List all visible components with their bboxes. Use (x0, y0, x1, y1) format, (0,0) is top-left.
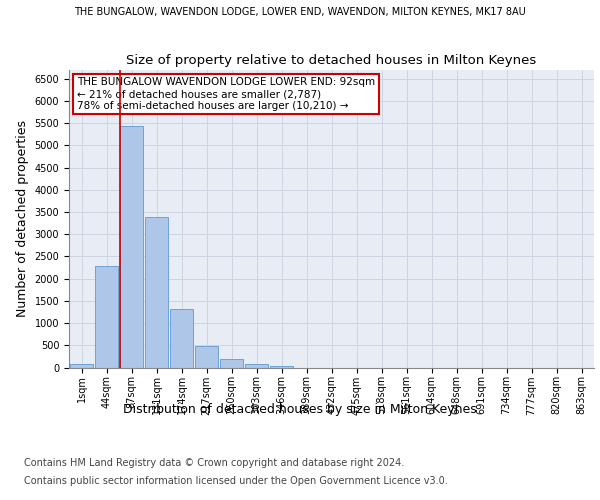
Text: Contains public sector information licensed under the Open Government Licence v3: Contains public sector information licen… (24, 476, 448, 486)
Title: Size of property relative to detached houses in Milton Keynes: Size of property relative to detached ho… (127, 54, 536, 68)
Y-axis label: Number of detached properties: Number of detached properties (16, 120, 29, 318)
Bar (195, 346, 218, 368)
Bar (220, 360, 243, 368)
Bar (95, 266, 118, 368)
Bar (70, 364, 93, 368)
Bar (145, 218, 168, 368)
Text: THE BUNGALOW WAVENDON LODGE LOWER END: 92sqm
← 21% of detached houses are smalle: THE BUNGALOW WAVENDON LODGE LOWER END: 9… (77, 78, 375, 110)
Bar (120, 126, 143, 368)
Bar (270, 366, 293, 368)
Text: THE BUNGALOW, WAVENDON LODGE, LOWER END, WAVENDON, MILTON KEYNES, MK17 8AU: THE BUNGALOW, WAVENDON LODGE, LOWER END,… (74, 8, 526, 18)
Bar (170, 310, 193, 368)
Bar (245, 364, 268, 368)
Text: Contains HM Land Registry data © Crown copyright and database right 2024.: Contains HM Land Registry data © Crown c… (24, 458, 404, 468)
Text: Distribution of detached houses by size in Milton Keynes: Distribution of detached houses by size … (123, 402, 477, 415)
